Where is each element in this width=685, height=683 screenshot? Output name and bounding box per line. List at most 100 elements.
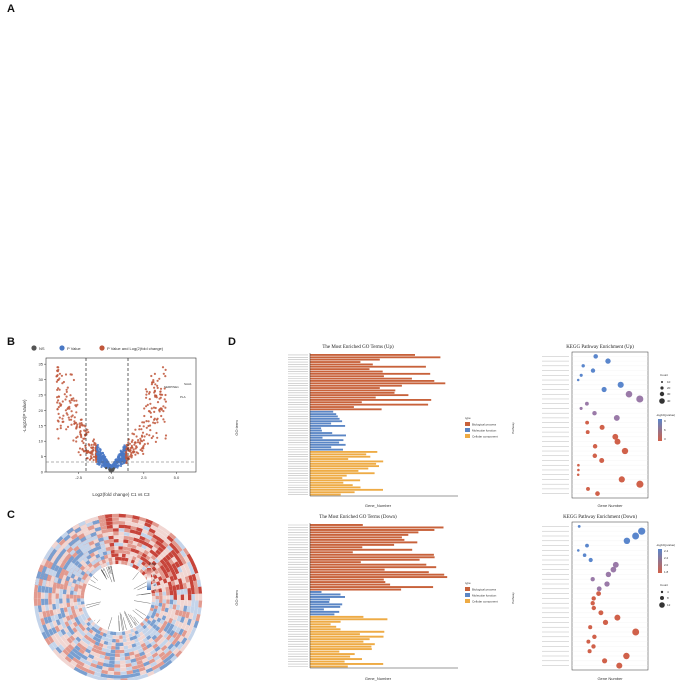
heatmap-cell bbox=[54, 543, 62, 551]
volcano-point bbox=[81, 448, 84, 451]
heatmap-cell bbox=[78, 584, 83, 589]
volcano-point bbox=[68, 418, 71, 421]
heatmap-cell bbox=[75, 539, 82, 546]
heatmap-cell bbox=[129, 529, 137, 534]
heatmap-cell bbox=[134, 565, 140, 570]
heatmap-cell bbox=[93, 550, 99, 556]
heatmap-cell bbox=[57, 630, 64, 638]
kegg-dot bbox=[591, 596, 596, 601]
heatmap-cell bbox=[38, 611, 44, 619]
volcano-point bbox=[61, 417, 64, 420]
heatmap-cell bbox=[154, 569, 159, 575]
heatmap-cell bbox=[112, 631, 117, 636]
heatmap-cell bbox=[130, 628, 135, 633]
kegg-down-p-3: 1.8 bbox=[664, 570, 669, 574]
heatmap-cell bbox=[162, 591, 167, 596]
heatmap-cell bbox=[115, 649, 120, 654]
heatmap-cell bbox=[88, 619, 94, 624]
heatmap-cell bbox=[100, 563, 105, 568]
heatmap-cell bbox=[107, 641, 112, 646]
heatmap-cell bbox=[61, 622, 67, 629]
go-bar bbox=[310, 610, 340, 613]
kegg-up-xlabel: Gene Number bbox=[597, 503, 623, 508]
go-bar bbox=[310, 372, 431, 375]
heatmap-cell bbox=[50, 575, 56, 583]
heatmap-cell bbox=[164, 640, 172, 648]
volcano-point bbox=[55, 380, 59, 383]
heatmap-cell bbox=[75, 663, 83, 670]
heatmap-cell bbox=[48, 604, 53, 611]
volcano-point bbox=[56, 428, 59, 431]
volcano-point bbox=[113, 467, 116, 470]
go-bar bbox=[310, 465, 379, 468]
volcano-point bbox=[58, 416, 61, 419]
heatmap-cell bbox=[82, 609, 88, 614]
heatmap-cell bbox=[91, 547, 98, 553]
heatmap-cell bbox=[145, 667, 154, 674]
volcano-point bbox=[148, 434, 151, 437]
heatmap-cell bbox=[132, 515, 140, 520]
heatmap-cell bbox=[161, 587, 166, 592]
heatmap-cell bbox=[90, 560, 96, 566]
volcano-point bbox=[78, 422, 81, 425]
volcano-point bbox=[66, 407, 69, 410]
legend-ns-text: NS bbox=[39, 346, 45, 351]
heatmap-cell bbox=[60, 628, 67, 636]
heatmap-cell bbox=[109, 561, 113, 565]
volcano-point bbox=[92, 440, 95, 443]
volcano-point bbox=[133, 443, 136, 446]
heatmap-cell bbox=[59, 561, 66, 569]
dendrogram-branch bbox=[102, 568, 105, 571]
volcano-point bbox=[151, 381, 154, 384]
heatmap-cell bbox=[65, 559, 72, 566]
volcano-point bbox=[162, 410, 165, 413]
heatmap-cell bbox=[159, 543, 167, 551]
heatmap-rings bbox=[33, 513, 203, 680]
heatmap-cell bbox=[121, 557, 126, 561]
heatmap-cell bbox=[118, 560, 122, 565]
heatmap-cell bbox=[157, 576, 163, 582]
heatmap-cell bbox=[94, 526, 102, 532]
heatmap-cell bbox=[133, 672, 141, 677]
legend-both-marker bbox=[99, 345, 105, 351]
heatmap-cell bbox=[143, 563, 149, 569]
heatmap-cell bbox=[165, 566, 171, 573]
volcano-point bbox=[57, 387, 60, 390]
volcano-point bbox=[134, 428, 137, 431]
go-bar bbox=[310, 541, 418, 544]
heatmap-cell bbox=[88, 557, 94, 563]
heatmap-cell bbox=[123, 539, 129, 544]
volcano-point bbox=[143, 443, 146, 446]
go-bar bbox=[310, 558, 420, 561]
volcano-point bbox=[76, 435, 79, 438]
kegg-dot bbox=[617, 381, 624, 388]
heatmap-cell bbox=[66, 565, 72, 572]
heatmap-cell bbox=[45, 622, 52, 631]
volcano-point bbox=[56, 388, 59, 391]
kegg-dot bbox=[579, 373, 583, 377]
heatmap-cell bbox=[151, 601, 156, 606]
heatmap-cell bbox=[45, 580, 51, 587]
heatmap-cell bbox=[139, 564, 144, 569]
heatmap-cell bbox=[154, 646, 161, 652]
heatmap-cell bbox=[131, 518, 139, 524]
go-bar bbox=[310, 625, 337, 628]
kegg-up-count-1: 20 bbox=[667, 386, 671, 390]
volcano-point bbox=[160, 414, 163, 418]
volcano-point bbox=[156, 386, 159, 389]
heatmap-cell bbox=[81, 586, 86, 590]
volcano-point bbox=[163, 398, 166, 401]
heatmap-cell bbox=[168, 623, 175, 630]
kegg-down-p-2: 2.0 bbox=[664, 563, 669, 567]
volcano-point bbox=[70, 418, 73, 421]
heatmap-cell bbox=[144, 664, 152, 670]
heatmap-cell bbox=[137, 636, 143, 642]
heatmap-cell bbox=[40, 558, 47, 566]
heatmap-cell bbox=[150, 524, 158, 531]
kegg-dot bbox=[585, 401, 589, 406]
volcano-point bbox=[150, 415, 153, 418]
heatmap-cell bbox=[154, 631, 161, 638]
heatmap-cell bbox=[118, 524, 126, 529]
heatmap-cell bbox=[80, 645, 87, 652]
heatmap-cell bbox=[93, 671, 102, 677]
